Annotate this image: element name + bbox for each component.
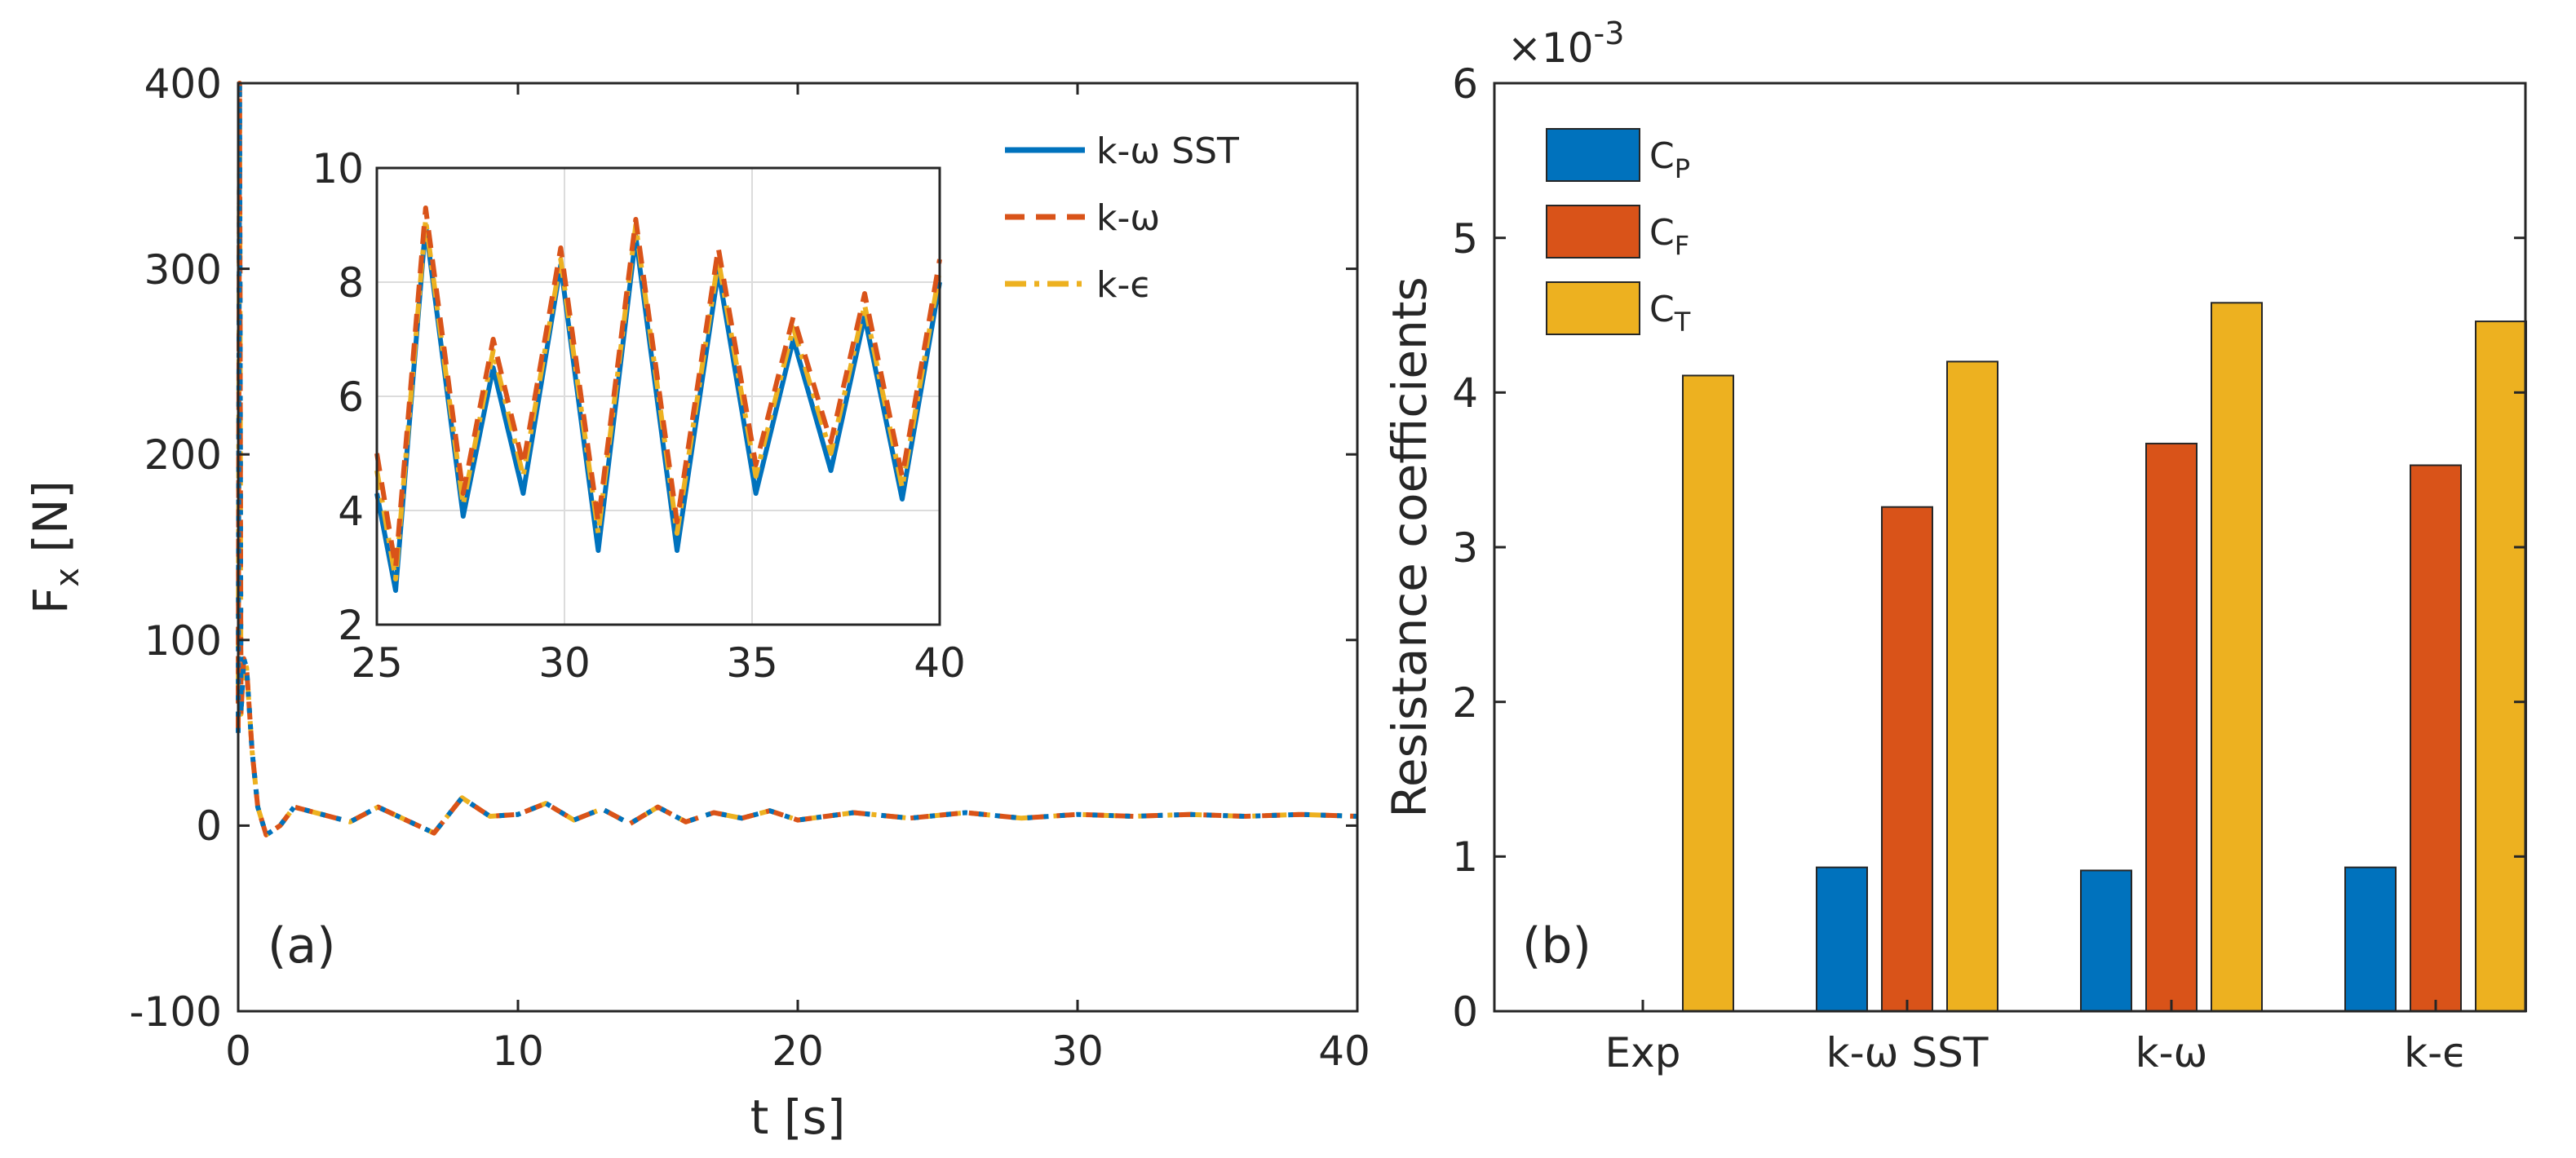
bar-cf xyxy=(1881,506,1933,1012)
y-tick-label: 200 xyxy=(144,431,222,479)
inset-y-tick-label: 6 xyxy=(338,373,364,421)
legend-label: k-ω SST xyxy=(1096,130,1239,172)
panel-label-b: (b) xyxy=(1522,917,1591,975)
inset-x-tick-label: 35 xyxy=(726,639,778,687)
y-exponent-label: ×10-3 xyxy=(1507,15,1624,72)
bar-cf xyxy=(2145,442,2198,1012)
category-label: k-ϵ xyxy=(2404,1029,2468,1076)
exponent-power: -3 xyxy=(1594,15,1625,51)
panel-a: -100 0 100 200 300 400 0 10 20 30 40 t [… xyxy=(23,60,1370,1145)
x-axis-label-a: t [s] xyxy=(750,1089,846,1145)
y-tick-label: 6 xyxy=(1452,60,1478,108)
x-axis-b: Exp k-ω SST k-ω k-ϵ xyxy=(1605,1000,2468,1076)
legend-label: k-ϵ xyxy=(1096,264,1152,306)
inset-x-tick-label: 25 xyxy=(351,639,403,687)
y-tick-label: 0 xyxy=(1452,988,1478,1036)
legend-a: k-ω SST k-ω k-ϵ xyxy=(1005,130,1239,306)
legend-swatch-cf xyxy=(1546,205,1640,259)
legend-b: CP CF CT xyxy=(1546,128,1691,338)
panel-b: 0 1 2 3 4 5 6 ×10-3 Exp k-ω SST k-ω k-ϵ … xyxy=(1382,15,2527,1076)
x-tick-label: 0 xyxy=(225,1028,251,1075)
legend-swatch-cp xyxy=(1546,128,1640,182)
y-tick-label: 100 xyxy=(144,617,222,665)
bar-cp xyxy=(2344,866,2397,1012)
y-axis-a: -100 0 100 200 300 400 xyxy=(130,60,1357,1036)
inset-x-tick-label: 30 xyxy=(538,639,591,687)
plot-area-b xyxy=(1494,83,2525,1011)
exponent-prefix: ×10 xyxy=(1507,24,1594,72)
y-tick-label: 2 xyxy=(1452,679,1478,727)
inset-y-tick-label: 2 xyxy=(338,602,364,649)
inset-y-tick-label: 10 xyxy=(312,145,364,192)
bar-ct xyxy=(1682,374,1734,1012)
legend-label-ct: CT xyxy=(1649,289,1691,338)
inset-series-layer xyxy=(374,206,942,593)
x-axis-a: 0 10 20 30 40 xyxy=(225,83,1370,1075)
y-tick-label: 3 xyxy=(1452,524,1478,572)
inset-line-k-omega xyxy=(374,206,942,570)
bar-cf xyxy=(2410,464,2462,1012)
category-label: Exp xyxy=(1605,1029,1681,1076)
y-axis-label-b: Resistance coefficients xyxy=(1382,276,1437,818)
y-tick-label: 300 xyxy=(144,246,222,294)
y-tick-label: 0 xyxy=(196,802,222,850)
legend-label-cp: CP xyxy=(1649,135,1690,184)
category-label: k-ω xyxy=(2136,1029,2208,1076)
y-axis-label-subscript: x xyxy=(49,568,86,587)
legend-swatch-ct xyxy=(1546,281,1640,335)
category-label: k-ω SST xyxy=(1826,1029,1989,1076)
y-tick-label: 4 xyxy=(1452,369,1478,417)
x-tick-label: 30 xyxy=(1051,1028,1104,1075)
bar-cp xyxy=(2080,869,2132,1013)
y-tick-label: 1 xyxy=(1452,833,1478,881)
bar-ct xyxy=(1946,360,1998,1012)
inset-x-tick-label: 40 xyxy=(914,639,966,687)
inset-a: 2 4 6 8 10 25 30 35 40 xyxy=(312,145,965,687)
y-axis-label-a: Fx [N] xyxy=(23,480,86,614)
y-tick-label: -100 xyxy=(130,988,222,1036)
legend-label: k-ω xyxy=(1096,197,1160,239)
y-axis-b: 0 1 2 3 4 5 6 xyxy=(1452,60,2525,1036)
x-tick-label: 20 xyxy=(772,1028,824,1075)
inset-axes-box xyxy=(375,166,941,626)
legend-label-cf: CF xyxy=(1649,212,1689,261)
inset-y-tick-label: 4 xyxy=(338,488,364,535)
panel-a-series-layer xyxy=(236,81,1358,838)
y-tick-label: 400 xyxy=(144,60,222,108)
x-tick-label: 10 xyxy=(492,1028,544,1075)
bar-cp xyxy=(1816,866,1868,1012)
y-axis-label-main: F xyxy=(23,587,78,614)
y-tick-label: 5 xyxy=(1452,215,1478,263)
bar-ct xyxy=(2475,320,2527,1013)
x-tick-label: 40 xyxy=(1318,1028,1370,1075)
series-line-k-omega-sst xyxy=(236,81,1358,838)
bar-ct xyxy=(2211,302,2263,1012)
inset-y-tick-label: 8 xyxy=(338,259,364,307)
panel-label-a: (a) xyxy=(268,917,336,975)
y-axis-label-unit: [N] xyxy=(23,480,78,568)
